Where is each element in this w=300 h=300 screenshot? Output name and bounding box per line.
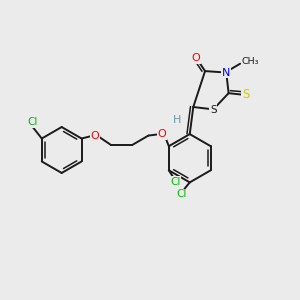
Text: H: H [173, 115, 182, 125]
Text: O: O [192, 53, 201, 63]
Text: O: O [90, 130, 99, 141]
Text: CH₃: CH₃ [242, 57, 259, 66]
Text: S: S [210, 105, 217, 115]
Text: O: O [157, 129, 166, 139]
Text: Cl: Cl [28, 117, 38, 127]
Text: Cl: Cl [176, 189, 187, 199]
Text: N: N [222, 68, 230, 78]
Text: Cl: Cl [170, 177, 181, 187]
Text: S: S [242, 88, 249, 101]
